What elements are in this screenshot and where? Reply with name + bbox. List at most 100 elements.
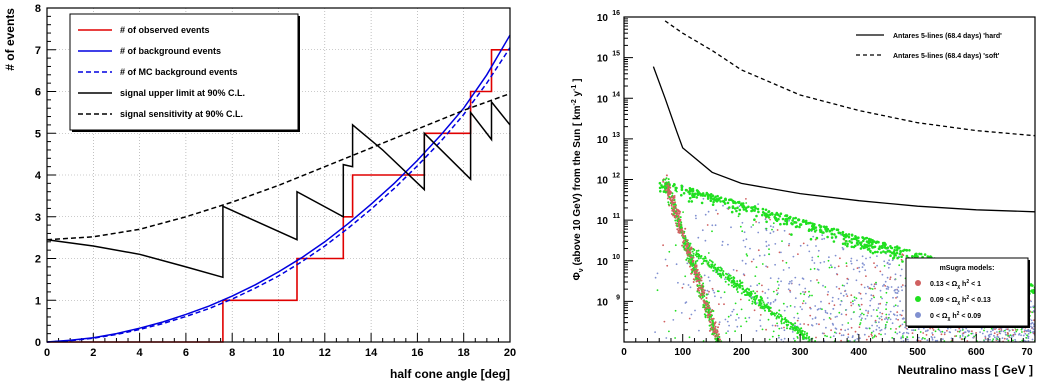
scatter-point [835, 286, 838, 288]
scatter-point [711, 261, 714, 264]
scatter-point [830, 236, 834, 239]
scatter-point [801, 277, 804, 280]
scatter-point [1030, 325, 1032, 328]
scatter-point [834, 254, 837, 257]
x-tick-label: 70 [1021, 347, 1033, 358]
scatter-point [654, 331, 656, 333]
scatter-point [837, 265, 840, 268]
scatter-point [856, 338, 859, 340]
scatter-point [847, 336, 850, 339]
scatter-point [873, 296, 875, 299]
x-tick-label: 8 [229, 347, 235, 359]
scatter-point [905, 254, 909, 258]
scatter-point [883, 265, 886, 267]
scatter-point [899, 313, 902, 316]
scatter-point [741, 221, 744, 224]
scatter-point [789, 291, 792, 293]
scatter-point [785, 323, 788, 326]
scatter-point [688, 192, 691, 196]
scatter-point [865, 257, 867, 260]
scatter-point [931, 337, 934, 339]
scatter-point [714, 266, 717, 269]
scatter-point [884, 280, 887, 283]
scatter-point [789, 289, 791, 292]
scatter-point [674, 219, 677, 222]
scatter-point [830, 264, 832, 267]
x-tick-label: 2 [90, 347, 96, 359]
scatter-point [723, 202, 727, 205]
scatter-point [884, 333, 887, 335]
scatter-point [921, 338, 923, 340]
scatter-point [841, 242, 845, 246]
scatter-point [1008, 330, 1011, 332]
scatter-point [748, 316, 751, 319]
scatter-point [772, 330, 775, 333]
scatter-point [812, 235, 815, 238]
scatter-point [765, 240, 768, 243]
scatter-point [1012, 339, 1014, 342]
scatter-point [926, 339, 929, 342]
scatter-point [889, 278, 891, 280]
scatter-point [1021, 331, 1023, 333]
scatter-point [685, 239, 688, 242]
scatter-point [867, 312, 869, 314]
scatter-point [669, 192, 672, 195]
scatter-point [1031, 338, 1034, 341]
scatter-point [908, 249, 911, 252]
scatter-point [923, 253, 927, 256]
scatter-point [662, 180, 665, 183]
scatter-point [736, 206, 739, 210]
scatter-point [750, 226, 753, 228]
scatter-point [673, 209, 676, 212]
scatter-point [672, 214, 675, 217]
scatter-point [894, 304, 897, 307]
scatter-point [846, 282, 849, 285]
scatter-point [895, 328, 897, 330]
scatter-point [1006, 328, 1009, 331]
scatter-point [790, 282, 793, 285]
scatter-point [776, 293, 778, 296]
scatter-point [775, 219, 779, 222]
scatter-point [943, 333, 946, 336]
scatter-point [716, 290, 719, 293]
scatter-point [693, 268, 696, 271]
scatter-point [1027, 337, 1030, 340]
scatter-point [870, 331, 873, 334]
scatter-point [739, 280, 741, 283]
scatter-point [759, 295, 762, 298]
scatter-point [870, 294, 873, 297]
y-tick-label: 10 [597, 54, 609, 65]
scatter-point [718, 303, 720, 305]
scatter-point [755, 297, 758, 300]
scatter-point [664, 258, 667, 261]
x-tick-label: 14 [365, 347, 378, 359]
scatter-point [817, 281, 820, 284]
scatter-point [733, 282, 736, 285]
scatter-point [886, 262, 889, 265]
scatter-point [691, 189, 695, 193]
scatter-point [744, 245, 747, 248]
msugra-legend-box [905, 257, 1029, 327]
scatter-point [838, 332, 841, 335]
scatter-point [755, 330, 758, 332]
scatter-point [846, 295, 849, 297]
scatter-point [850, 260, 852, 262]
scatter-point [734, 201, 737, 205]
scatter-point [871, 337, 874, 339]
scatter-point [774, 243, 777, 245]
scatter-point [1027, 340, 1030, 342]
scatter-point [794, 225, 798, 229]
scatter-point [824, 286, 827, 288]
scatter-point [1031, 331, 1034, 333]
scatter-point [808, 228, 811, 231]
scatter-point [757, 203, 759, 206]
scatter-point [851, 300, 854, 303]
scatter-point [714, 330, 717, 332]
scatter-point [1029, 306, 1032, 308]
scatter-point [794, 276, 797, 279]
scatter-point [872, 245, 876, 249]
scatter-point [741, 285, 744, 287]
scatter-point [855, 279, 858, 282]
scatter-point [847, 233, 851, 236]
scatter-point [884, 318, 886, 320]
